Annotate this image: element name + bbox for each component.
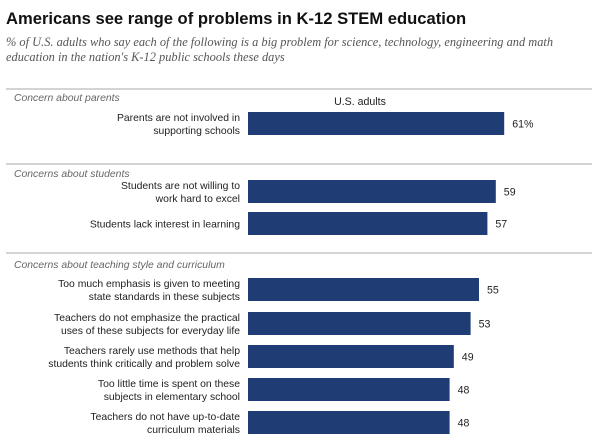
category-label: work hard to excel (155, 194, 240, 205)
column-header: U.S. adults (334, 96, 386, 108)
bar-2-2 (248, 212, 488, 235)
chart-subtitle: % of U.S. adults who say each of the fol… (6, 35, 592, 65)
category-label: state standards in these subjects (89, 292, 240, 303)
category-label: uses of these subjects for everyday life (61, 326, 240, 337)
category-label: Teachers do not emphasize the practical (54, 313, 240, 324)
bar-2-1 (248, 180, 496, 203)
value-label: 61% (512, 119, 534, 131)
value-label: 49 (462, 352, 474, 364)
category-label: Students lack interest in learning (90, 220, 240, 231)
bar-3-3 (248, 345, 454, 368)
category-label: subjects in elementary school (104, 392, 240, 403)
bar-3-4 (248, 378, 450, 401)
section-label: Concerns about students (14, 169, 130, 180)
category-label: curriculum materials (147, 425, 240, 436)
category-label: Parents are not involved in (117, 113, 240, 124)
category-label: Teachers rarely use methods that help (64, 346, 240, 357)
category-label: Too little time is spent on these (98, 379, 240, 390)
category-label: Teachers do not have up-to-date (90, 412, 240, 423)
bar-3-1 (248, 278, 479, 301)
category-label: supporting schools (153, 126, 240, 137)
section-label: Concern about parents (14, 93, 120, 104)
bar-1-1 (248, 112, 505, 135)
bar-3-2 (248, 312, 471, 335)
category-label: Students are not willing to (121, 181, 240, 192)
subtitle-line-2: education in the nation's K-12 public sc… (6, 50, 285, 64)
value-label: 59 (504, 187, 516, 199)
category-label: Too much emphasis is given to meeting (58, 279, 240, 290)
section-label: Concerns about teaching style and curric… (14, 260, 225, 271)
value-label: 57 (495, 219, 507, 231)
subtitle-line-1: % of U.S. adults who say each of the fol… (6, 35, 554, 49)
category-label: students think critically and problem so… (48, 359, 240, 370)
chart-title: Americans see range of problems in K-12 … (6, 9, 467, 28)
value-label: 55 (487, 285, 499, 297)
value-label: 53 (479, 319, 491, 331)
value-label: 48 (458, 418, 470, 430)
value-label: 48 (458, 385, 470, 397)
bar-3-5 (248, 411, 450, 434)
